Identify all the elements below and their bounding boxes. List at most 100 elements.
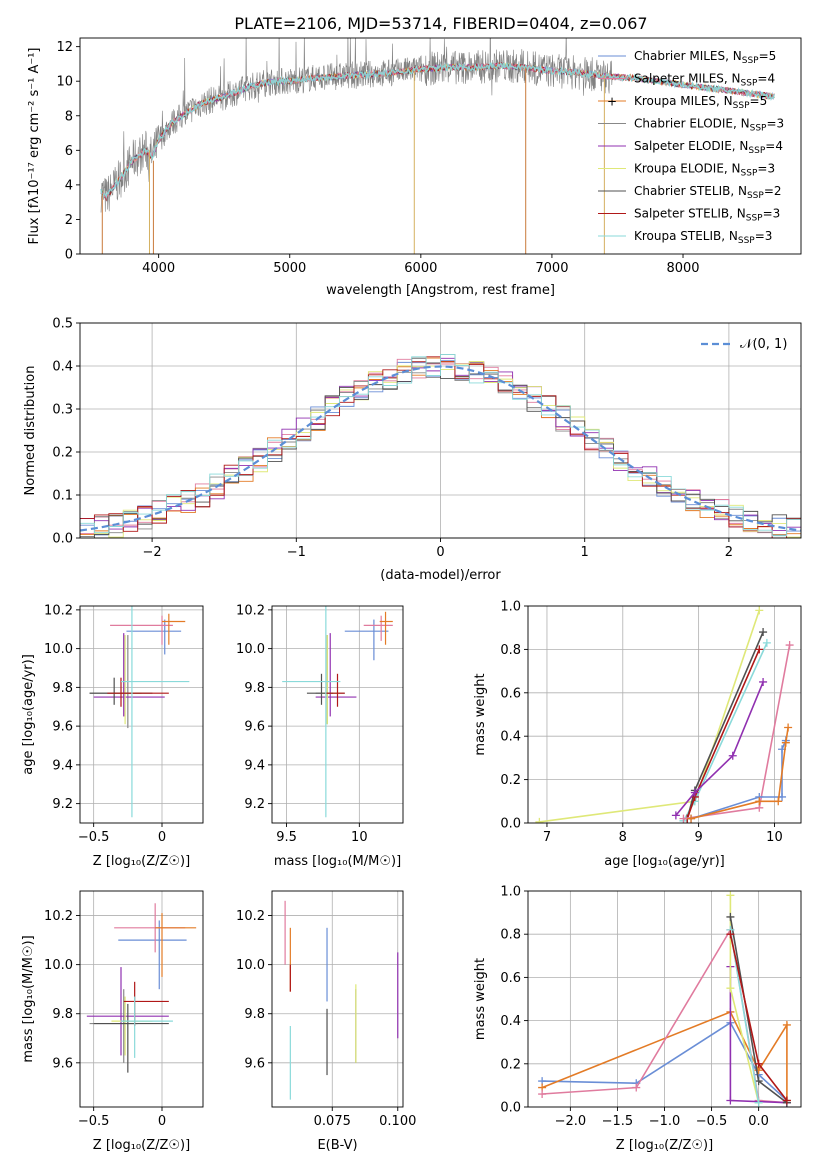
axes-frame [79,37,802,255]
axes-frame [271,605,404,824]
x-tick-label: −0.5 [696,1114,728,1129]
y-tick-label: 9.4 [52,758,73,773]
legend-subscript: SSP [750,124,767,134]
residuals-panel: −2 −1 0 1 2 0.0 0.1 0.2 0.3 0.4 0.5 (data-model)/er… [23,317,802,583]
y-tick-label: 12 [56,40,73,55]
x-tick-label: 7000 [535,261,568,276]
y-tick-label: 9.6 [244,720,265,735]
weight-marker [759,628,768,637]
y-tick-label: 9.8 [244,681,265,696]
weight-marker [754,1077,763,1086]
y-tick-label: 10.0 [44,958,73,973]
y-tick-label: 9.4 [244,758,265,773]
weight-vs-age-panel: 7 8 9 10 0.0 0.2 0.4 0.6 0.8 1.0 age [log₁₀(age/yr… [473,600,802,869]
x-tick-label: 0 [158,1114,166,1129]
x-axis-label: E(B-V) [317,1138,357,1153]
x-tick-label: 0.075 [314,1114,351,1129]
y-tick-label: 4 [65,178,73,193]
y-tick-label: 1.0 [500,885,521,900]
y-axis-label: Flux [fλ10⁻¹⁷ erg cm⁻² s⁻¹ A⁻¹] [27,48,42,245]
y-tick-label: 10.2 [44,603,73,618]
x-tick-label: −0.5 [78,1114,110,1129]
legend-subscript: SSP [747,191,764,201]
plot-area [89,606,190,818]
weight-marker [759,677,768,686]
y-tick-label: 10.2 [236,603,265,618]
legend-label: Chabrier STELIB, NSSP=2 [634,184,782,201]
weight-marker [538,1090,547,1099]
plot-area [80,354,801,538]
weight-marker [782,1096,791,1105]
x-tick-label: 2 [725,545,733,560]
y-tick-label: 0.2 [500,1057,521,1072]
y-tick-label: 0.4 [500,1014,521,1029]
y-tick-label: 0.3 [52,403,73,418]
weight-marker [784,723,793,732]
legend-marker: + [607,95,617,109]
y-tick-label: 0.4 [500,730,521,745]
y-tick-label: 9.6 [52,720,73,735]
figure-title: PLATE=2106, MJD=53714, FIBERID=0404, z=0… [234,14,647,33]
y-tick-label: 0.2 [500,773,521,788]
legend-label: Kroupa ELODIE, NSSP=3 [634,162,775,179]
spectrum-model [100,61,775,202]
weight-marker [755,606,764,615]
x-tick-label: 8000 [666,261,699,276]
legend-label: Chabrier MILES, NSSP=5 [634,49,776,66]
y-axis-label: mass [log₁₀(M/M☉)] [21,935,36,1062]
legend-nssp: =2 [764,184,782,198]
x-tick-label: 0 [158,830,166,845]
x-tick-label: 1 [581,545,589,560]
x-axis-label: age [log₁₀(age/yr)] [604,854,725,869]
y-tick-label: 0.0 [500,1101,521,1116]
axes-frame [79,605,204,824]
x-tick-label: 0 [436,545,444,560]
weight-marker [726,891,735,900]
legend-nssp: =3 [766,117,784,131]
weight-marker [726,930,735,939]
mass-vs-z-panel: −0.5 0 9.6 9.8 10.0 10.2 Z [log₁₀(Z/Z☉)] mass [… [21,890,204,1153]
legend-nssp: =5 [759,49,777,63]
axes-frame [271,890,404,1108]
x-axis-label: Z [log₁₀(Z/Z☉)] [93,1138,190,1153]
y-axis-label: mass weight [473,958,488,1040]
y-tick-label: 9.6 [244,1056,265,1071]
y-tick-label: 10.0 [44,642,73,657]
legend-nssp: =5 [750,94,768,108]
x-tick-label: −0.5 [78,830,110,845]
legend-label: Kroupa STELIB, NSSP=3 [634,229,772,246]
x-tick-label: 8 [619,830,627,845]
weight-marker [726,1096,735,1105]
y-tick-label: 9.6 [52,1056,73,1071]
legend-subscript: SSP [733,101,750,111]
x-tick-label: 9.5 [276,830,297,845]
y-tick-label: 9.8 [52,1007,73,1022]
legend-nssp: =3 [755,229,773,243]
y-tick-label: 0.8 [500,643,521,658]
axes-frame [527,605,802,824]
legend-nssp: =3 [757,162,775,176]
plot-area [86,903,197,1073]
legend: Chabrier MILES, NSSP=5 Salpeter MILES, NS… [598,49,784,246]
x-axis-label: mass [log₁₀(M/M☉)] [274,854,401,869]
legend-label: Salpeter STELIB, NSSP=3 [634,207,780,224]
y-axis-label: Normed distribution [23,366,38,496]
y-tick-label: 9.2 [244,797,265,812]
x-tick-label: 10 [766,830,783,845]
x-axis-label: Z [log₁₀(Z/Z☉)] [616,1138,713,1153]
x-tick-label: 4000 [142,261,175,276]
normal-curve [80,365,801,532]
weight-marker [632,1083,641,1092]
x-tick-label: −2.0 [555,1114,587,1129]
y-tick-label: 0.4 [52,360,73,375]
plot-area [538,891,791,1107]
y-tick-label: 10.0 [236,642,265,657]
legend-subscript: SSP [748,146,765,156]
weight-marker [671,811,680,820]
weight-marker [728,751,737,760]
legend-subscript: SSP [741,169,758,179]
y-tick-label: 1.0 [500,600,521,615]
y-tick-label: 9.8 [244,1007,265,1022]
y-axis-label: age [log₁₀(age/yr)] [21,654,36,775]
